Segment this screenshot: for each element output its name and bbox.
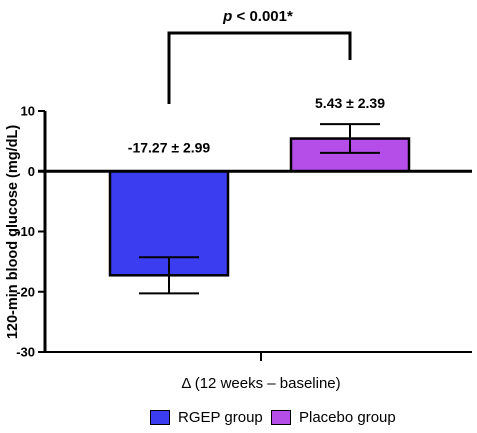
plot-area: -30 -20 -10 0 10 -17.27 ± 2.99 5.43 ± 2.39 (16, 95, 472, 361)
y-tick-label-10: 10 (21, 104, 35, 119)
legend-label-rgep: RGEP group (178, 408, 263, 426)
x-axis-title: Δ (12 weeks – baseline) (181, 375, 340, 392)
legend-item-rgep: RGEP group (150, 405, 263, 429)
value-label-0: -17.27 ± 2.99 (128, 139, 211, 155)
y-tick-label--30: -30 (16, 345, 35, 360)
y-axis-title: 120-min blood glucose (mg/dL) (5, 125, 21, 339)
legend-swatch-placebo (271, 409, 291, 425)
significance-text: < 0.001* (232, 8, 293, 25)
significance-label: p < 0.001* (222, 8, 293, 25)
significance-bracket (167, 31, 352, 104)
y-tick-label--10: -10 (16, 224, 35, 239)
value-label-1: 5.43 ± 2.39 (315, 95, 385, 111)
y-tick-label--20: -20 (16, 284, 35, 299)
legend: RGEP group Placebo group (0, 405, 477, 429)
y-tick-label-0: 0 (28, 164, 35, 179)
legend-label-placebo: Placebo group (299, 408, 396, 426)
legend-swatch-rgep (150, 409, 170, 425)
legend-item-placebo: Placebo group (271, 405, 396, 429)
